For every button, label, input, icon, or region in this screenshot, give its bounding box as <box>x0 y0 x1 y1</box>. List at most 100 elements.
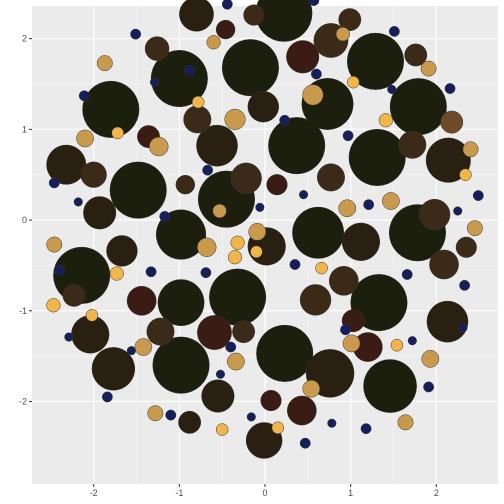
circle-point <box>336 27 350 41</box>
circle-point <box>379 113 393 127</box>
circle-point <box>226 342 236 352</box>
circle-point <box>340 325 350 335</box>
circle-point <box>184 106 211 133</box>
circle-point <box>343 335 360 352</box>
circle-point <box>216 424 228 436</box>
y-tick-label: -1 <box>19 306 27 316</box>
circle-point <box>349 129 406 186</box>
circle-point <box>280 115 290 125</box>
circle-point <box>453 207 462 216</box>
circle-point <box>250 246 262 258</box>
circle-point <box>145 37 169 61</box>
circle-point <box>422 350 439 367</box>
circle-point <box>178 411 200 433</box>
circle-point <box>459 324 468 333</box>
circle-point <box>228 250 242 264</box>
circle-point <box>83 197 116 230</box>
circle-point <box>47 298 61 312</box>
circle-point <box>49 178 59 188</box>
circle-point <box>445 83 455 93</box>
y-tick-label: 2 <box>22 34 27 44</box>
circle-point <box>131 29 141 39</box>
circle-point <box>160 211 170 221</box>
circle-point <box>179 0 213 31</box>
y-tick-label: -2 <box>19 396 27 406</box>
circle-point <box>303 85 324 106</box>
circle-point <box>216 370 225 379</box>
circle-point <box>339 200 356 217</box>
circle-point <box>107 235 138 266</box>
circle-point <box>166 410 176 420</box>
circle-point <box>328 419 337 428</box>
circle-point <box>473 190 483 200</box>
circle-point <box>459 169 471 181</box>
circle-point <box>390 78 447 135</box>
circle-point <box>202 380 235 413</box>
circle-point <box>222 0 232 9</box>
circle-point <box>74 198 83 207</box>
circle-point <box>364 359 417 412</box>
circle-point <box>202 165 212 175</box>
circle-point <box>222 39 279 96</box>
x-tick-label: 1 <box>348 488 353 498</box>
circle-point <box>342 223 380 261</box>
circle-point <box>127 286 156 315</box>
circle-point <box>192 96 204 108</box>
circle-point <box>316 262 328 274</box>
circle-point <box>299 190 308 199</box>
circle-point <box>248 91 279 122</box>
circle-point <box>343 131 353 141</box>
circle-point <box>419 199 450 230</box>
circle-point <box>47 237 62 252</box>
circle-point <box>389 26 399 36</box>
circle-point <box>184 65 194 75</box>
circle-point <box>286 41 319 74</box>
circle-point <box>256 203 265 212</box>
circle-point <box>146 267 156 277</box>
circle-point <box>81 162 107 188</box>
circle-point <box>364 200 374 210</box>
circle-point <box>110 162 167 219</box>
circle-point <box>65 333 74 342</box>
circle-point <box>83 81 140 138</box>
circle-point <box>247 413 256 422</box>
circle-point <box>423 382 433 392</box>
circle-point <box>231 236 245 250</box>
y-tick-label: 0 <box>22 215 27 225</box>
circle-point <box>225 109 246 130</box>
circle-point <box>303 380 320 397</box>
circle-point <box>317 164 344 191</box>
circle-point <box>441 111 463 133</box>
circle-point <box>399 131 426 158</box>
circle-point <box>261 390 282 411</box>
circle-point <box>256 325 313 382</box>
circle-point <box>402 269 412 279</box>
circle-point <box>147 318 174 345</box>
circle-point <box>408 336 417 345</box>
circle-point <box>361 424 371 434</box>
circle-point <box>287 396 316 425</box>
circle-point <box>382 192 399 209</box>
circle-point <box>77 130 94 147</box>
circle-point <box>292 207 343 258</box>
x-tick-label: -2 <box>90 488 98 498</box>
circle-point <box>213 204 227 218</box>
circle-point <box>272 422 284 434</box>
circle-point <box>459 280 469 290</box>
circle-point <box>268 117 325 174</box>
circle-point <box>97 55 112 70</box>
circle-point <box>232 320 254 342</box>
y-tick-label: 1 <box>22 124 27 134</box>
x-tick-label: -1 <box>175 488 183 498</box>
circle-point <box>290 259 300 269</box>
x-tick-label: 2 <box>434 488 439 498</box>
circle-point <box>249 223 266 240</box>
circle-point <box>329 266 358 295</box>
circle-point <box>149 137 168 156</box>
circle-point <box>391 339 403 351</box>
circle-point <box>135 338 152 355</box>
circle-point <box>231 163 262 194</box>
circle-point <box>267 174 288 195</box>
circle-point <box>388 85 397 94</box>
